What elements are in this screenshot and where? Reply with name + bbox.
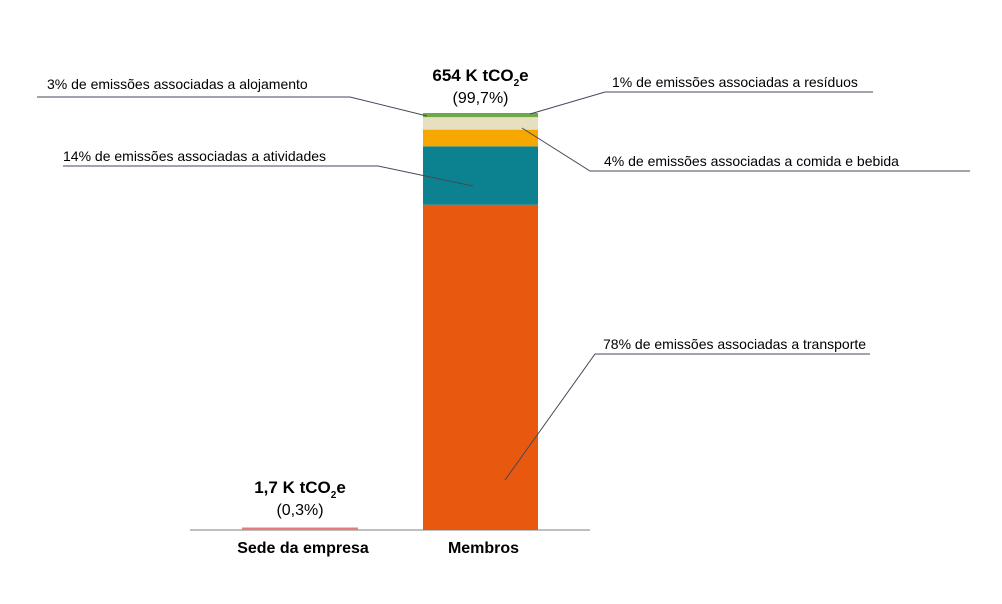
bar-membros-segment-3 bbox=[423, 129, 538, 147]
leader-line-5 bbox=[529, 91, 873, 115]
labels-group: 1,7 K tCO2e(0,3%) Sede da empresa 78% de e… bbox=[47, 66, 899, 557]
bar-membros-segment-1 bbox=[423, 204, 538, 530]
category-label-membros: Membros bbox=[448, 540, 519, 557]
leader-line-1 bbox=[504, 353, 870, 481]
share-label-sede-da-empresa: (0,3%) bbox=[276, 502, 323, 519]
bar-membros-segment-5 bbox=[423, 113, 538, 118]
total-label-membros: 654 K tCO2e bbox=[432, 66, 528, 89]
annotation-5: 1% de emissões associadas a resíduos bbox=[612, 74, 858, 90]
category-label-sede-da-empresa: Sede da empresa bbox=[237, 540, 369, 557]
bar-membros-segment-4 bbox=[423, 117, 538, 130]
leader-line-4 bbox=[37, 96, 428, 117]
bars-group bbox=[242, 113, 538, 530]
leader-line-2 bbox=[63, 165, 474, 187]
annotation-2: 14% de emissões associadas a atividades bbox=[63, 148, 326, 164]
annotation-4: 3% de emissões associadas a alojamento bbox=[47, 76, 308, 92]
annotation-3: 4% de emissões associadas a comida e beb… bbox=[604, 153, 899, 169]
bar-membros-segment-2 bbox=[423, 146, 538, 205]
total-label-sede-da-empresa: 1,7 K tCO2e bbox=[254, 478, 346, 501]
bar-sede-da-empresa bbox=[242, 527, 358, 530]
leader-line-3 bbox=[521, 127, 970, 172]
share-label-membros: (99,7%) bbox=[452, 90, 508, 107]
annotation-1: 78% de emissões associadas a transporte bbox=[603, 336, 866, 352]
annotation-leaders bbox=[37, 91, 970, 481]
